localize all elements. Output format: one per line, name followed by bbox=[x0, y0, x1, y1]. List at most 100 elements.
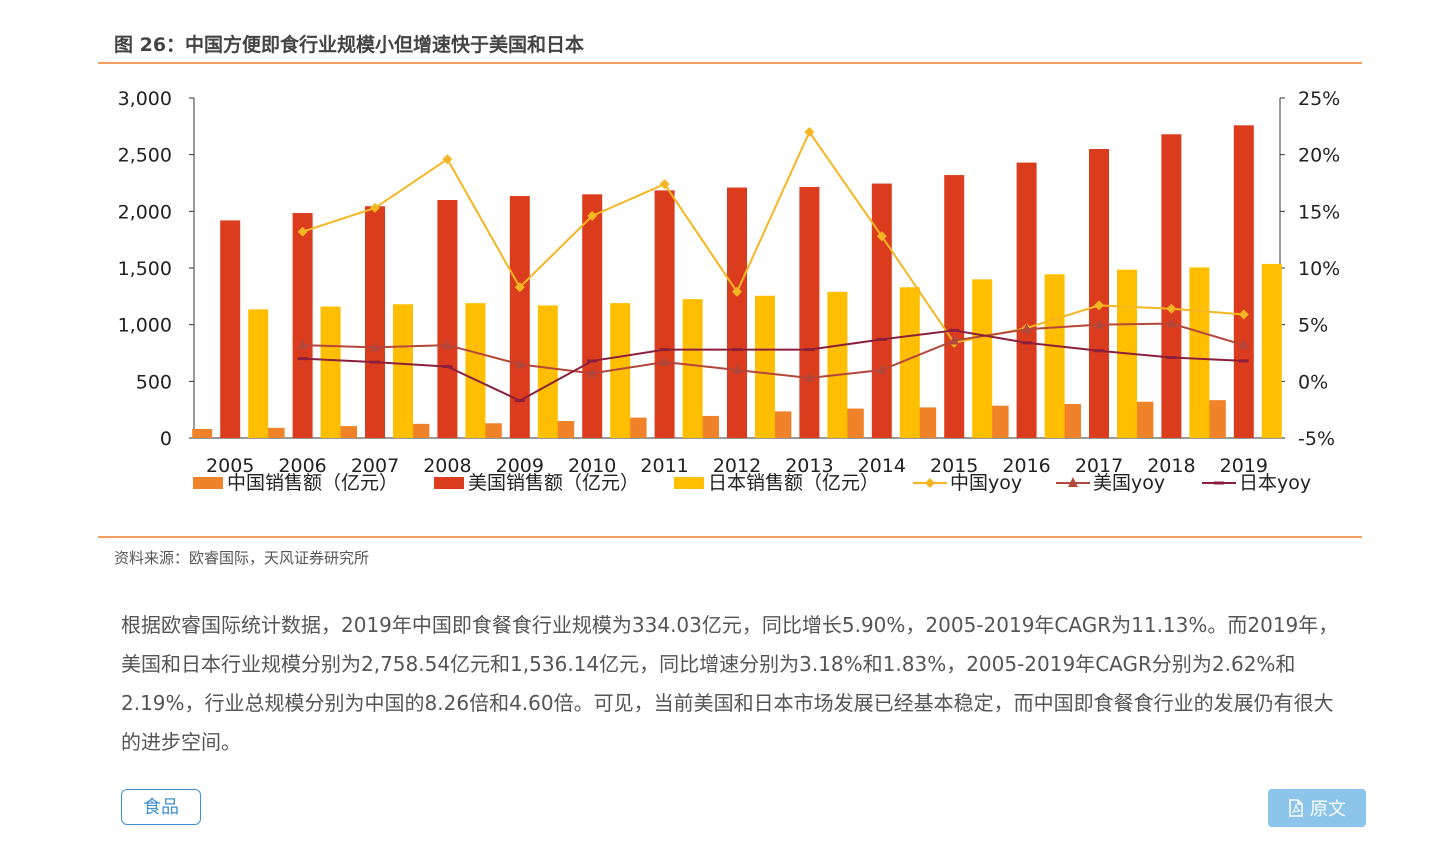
point-us-yoy bbox=[1166, 317, 1177, 328]
left-axis-tick-label: 2,500 bbox=[118, 145, 172, 167]
bar-japan bbox=[899, 287, 920, 438]
bar-china bbox=[192, 428, 213, 438]
bar-us bbox=[1233, 125, 1254, 439]
legend-label: 日本销售额（亿元） bbox=[708, 472, 879, 494]
chart-legend: 中国销售额（亿元） 美国销售额（亿元） 日本销售额（亿元） 中国yoy 美国yoy 日本y… bbox=[193, 472, 1311, 494]
point-us-yoy bbox=[370, 341, 380, 352]
original-doc-button[interactable]: 原文 bbox=[1268, 789, 1366, 827]
line-china-yoy bbox=[302, 129, 1244, 344]
x-axis-tick-label: 2011 bbox=[640, 455, 688, 477]
x-axis-tick-label: 2013 bbox=[785, 455, 833, 477]
legend-item: 美国销售额（亿元） bbox=[434, 472, 639, 494]
source-note: 资料来源：欧睿国际，天风证券研究所 bbox=[114, 549, 370, 567]
x-axis-tick-label: 2006 bbox=[278, 455, 326, 477]
bar-us bbox=[1161, 134, 1182, 438]
point-china-yoy bbox=[514, 282, 525, 293]
point-china-yoy bbox=[370, 202, 380, 213]
bar-china bbox=[988, 405, 1009, 438]
x-axis-tick-label: 2012 bbox=[713, 455, 761, 477]
figure-title: 图 26：中国方便即食行业规模小但增速快于美国和日本 bbox=[114, 34, 585, 56]
bar-china bbox=[1061, 404, 1081, 438]
legend-swatch bbox=[674, 477, 704, 489]
line-japan-yoy bbox=[302, 329, 1244, 402]
point-china-yoy bbox=[1166, 303, 1177, 314]
point-china-yoy bbox=[876, 231, 887, 242]
bar-us bbox=[582, 194, 603, 438]
bar-japan bbox=[393, 304, 413, 438]
bar-japan bbox=[248, 309, 269, 438]
bar-us bbox=[220, 220, 241, 438]
point-us-yoy bbox=[1021, 323, 1032, 334]
point-japan-yoy bbox=[442, 365, 453, 369]
point-china-yoy bbox=[587, 210, 598, 221]
bar-us bbox=[365, 206, 385, 438]
left-axis-tick-label: 0 bbox=[160, 428, 172, 450]
point-us-yoy bbox=[876, 364, 887, 374]
point-china-yoy bbox=[442, 154, 453, 165]
bar-china bbox=[264, 427, 285, 438]
bar-china bbox=[626, 417, 647, 438]
bar-japan bbox=[1189, 267, 1210, 438]
point-japan-yoy bbox=[659, 348, 670, 352]
pdf-icon bbox=[1288, 799, 1304, 817]
original-doc-label: 原文 bbox=[1310, 799, 1346, 820]
point-us-yoy bbox=[732, 364, 742, 374]
point-japan-yoy bbox=[949, 328, 960, 332]
bar-china bbox=[916, 407, 937, 438]
bar-us bbox=[871, 183, 892, 438]
x-axis-tick-label: 2007 bbox=[351, 455, 399, 477]
point-china-yoy bbox=[1238, 309, 1249, 320]
x-axis-tick-label: 2014 bbox=[858, 455, 906, 477]
legend-swatch bbox=[193, 477, 223, 489]
legend-item: 中国销售额（亿元） bbox=[193, 472, 398, 494]
x-axis-tick-label: 2017 bbox=[1075, 455, 1123, 477]
legend-item: 中国yoy bbox=[913, 472, 1022, 494]
bar-us bbox=[1089, 149, 1109, 438]
bar-japan bbox=[827, 291, 848, 438]
point-us-yoy bbox=[949, 334, 960, 345]
tag-button-food[interactable]: 食品 bbox=[121, 789, 201, 825]
right-axis-tick-label: 0% bbox=[1298, 371, 1328, 393]
point-china-yoy bbox=[804, 127, 815, 137]
point-japan-yoy bbox=[1238, 359, 1249, 363]
legend-label: 中国yoy bbox=[950, 472, 1022, 494]
point-japan-yoy bbox=[370, 360, 380, 364]
legend-marker bbox=[1214, 481, 1224, 485]
point-china-yoy bbox=[732, 286, 742, 297]
right-axis-tick-label: 5% bbox=[1298, 315, 1328, 337]
legend-label: 中国销售额（亿元） bbox=[227, 472, 398, 494]
bar-japan bbox=[1261, 263, 1282, 438]
bar-china bbox=[409, 423, 430, 438]
left-axis-tick-label: 3,000 bbox=[118, 88, 172, 110]
bar-us bbox=[1016, 162, 1037, 438]
point-japan-yoy bbox=[1094, 349, 1104, 353]
bar-us bbox=[727, 187, 747, 438]
point-japan-yoy bbox=[587, 359, 598, 363]
x-axis-tick-label: 2008 bbox=[423, 455, 471, 477]
point-japan-yoy bbox=[804, 348, 815, 352]
legend-marker bbox=[925, 478, 935, 488]
x-axis-tick-label: 2018 bbox=[1147, 455, 1195, 477]
x-axis-tick-label: 2019 bbox=[1220, 455, 1268, 477]
bar-china bbox=[699, 415, 719, 438]
bar-japan bbox=[610, 303, 631, 438]
point-japan-yoy bbox=[514, 399, 525, 403]
x-axis-tick-label: 2015 bbox=[930, 455, 978, 477]
legend-item: 美国yoy bbox=[1056, 472, 1165, 494]
point-us-yoy bbox=[1094, 318, 1104, 329]
point-japan-yoy bbox=[1166, 356, 1177, 360]
point-us-yoy bbox=[587, 367, 598, 378]
article-paragraph: 根据欧睿国际统计数据，2019年中国即食餐食行业规模为334.03亿元，同比增长… bbox=[121, 613, 1339, 754]
bar-japan bbox=[972, 279, 993, 438]
bar-china bbox=[1133, 401, 1154, 438]
bar-japan bbox=[465, 303, 486, 438]
point-japan-yoy bbox=[732, 348, 742, 352]
right-axis-tick-label: 25% bbox=[1298, 88, 1340, 110]
x-axis-tick-label: 2016 bbox=[1002, 455, 1050, 477]
bar-us bbox=[292, 213, 313, 438]
bar-china bbox=[481, 423, 502, 438]
point-japan-yoy bbox=[1021, 341, 1032, 345]
chart-bars bbox=[192, 125, 1282, 439]
bar-us bbox=[799, 186, 820, 438]
bar-japan bbox=[1044, 274, 1065, 438]
